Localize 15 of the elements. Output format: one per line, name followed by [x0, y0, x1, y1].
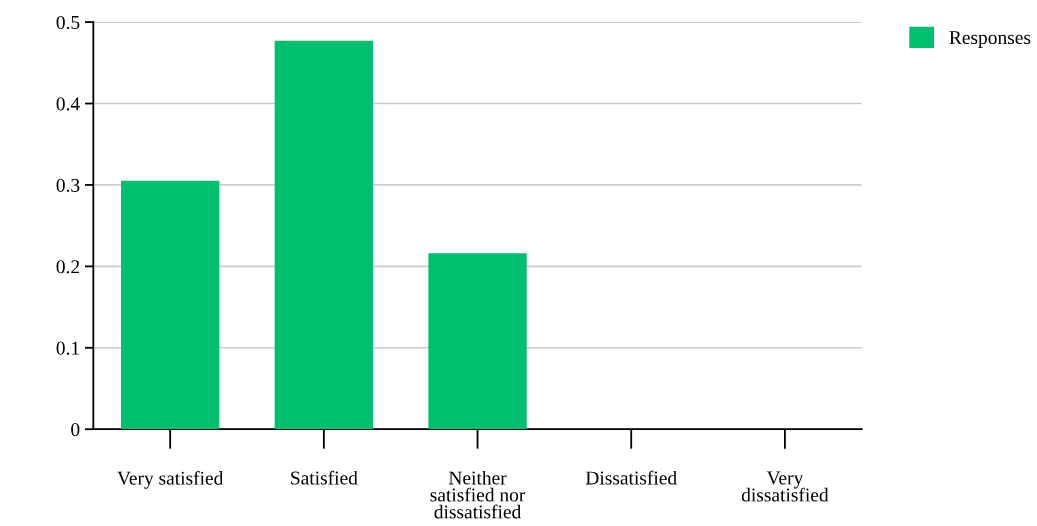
y-tick-label: 0.4 — [56, 97, 80, 111]
x-tick-label: Neither satisfied nor dissatisfied — [430, 470, 526, 519]
y-tick-label: 0.3 — [56, 178, 80, 192]
x-tick-label: Dissatisfied — [585, 470, 677, 485]
legend-label: Responses — [949, 31, 1031, 49]
bar — [120, 180, 220, 430]
bar — [274, 40, 374, 430]
y-tick-label: 0.2 — [56, 260, 80, 274]
bar — [428, 253, 527, 430]
y-tick-label: 0.1 — [56, 341, 79, 355]
y-tick-label: 0 — [71, 423, 80, 437]
x-tick-label: Very dissatisfied — [741, 471, 829, 502]
x-tick-label: Satisfied — [291, 470, 358, 485]
x-tick-label: Very satisfied — [117, 470, 224, 489]
y-tick-label: 0.5 — [56, 15, 80, 30]
